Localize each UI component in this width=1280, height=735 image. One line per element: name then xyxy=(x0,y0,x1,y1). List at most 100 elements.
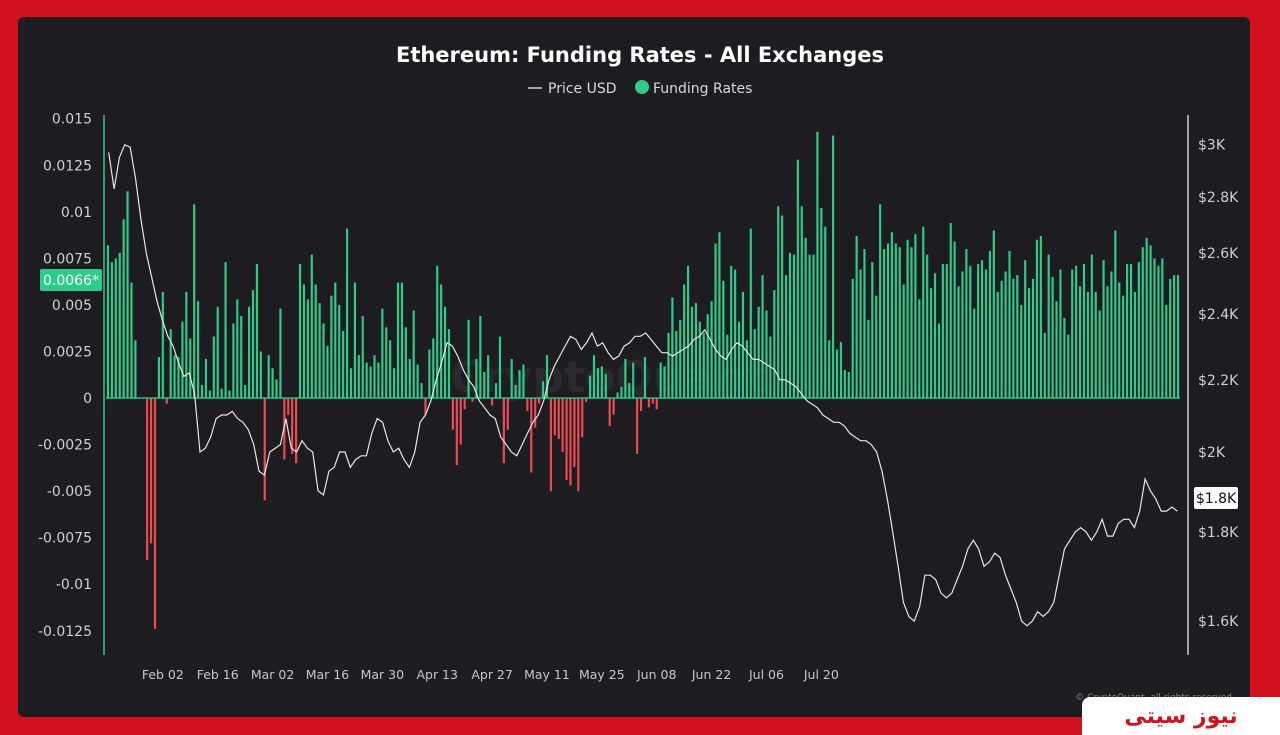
funding-rate-bar xyxy=(530,398,533,473)
funding-rate-bar xyxy=(506,398,509,430)
funding-rate-bar xyxy=(980,260,984,399)
funding-rate-bar xyxy=(338,304,341,399)
funding-rate-bar xyxy=(706,314,709,399)
legend-price-label[interactable]: Price USD xyxy=(548,81,617,97)
funding-rate-bar xyxy=(1020,304,1023,399)
funding-rate-bar xyxy=(949,223,952,399)
x-tick-label: May 11 xyxy=(524,667,570,682)
funding-rate-bar xyxy=(812,254,815,399)
funding-rate-bar xyxy=(110,262,113,399)
funding-rate-bar xyxy=(1145,237,1148,399)
funding-rate-bar xyxy=(882,249,886,399)
funding-rate-bar xyxy=(608,398,611,426)
left-tick-label: -0.01 xyxy=(56,577,92,593)
funding-rate-bar xyxy=(451,398,454,430)
legend[interactable]: Price USD Funding Rates xyxy=(528,80,752,97)
x-tick-label: Apr 13 xyxy=(416,667,458,682)
legend-funding-label[interactable]: Funding Rates xyxy=(653,81,752,97)
funding-rate-bar xyxy=(1000,280,1003,399)
funding-rate-bar xyxy=(800,206,803,399)
funding-rate-bar xyxy=(1173,275,1176,399)
right-tick-label: $2K xyxy=(1198,445,1226,461)
funding-rate-bar xyxy=(1043,332,1046,399)
funding-rate-bar xyxy=(902,284,905,399)
funding-rate-bar xyxy=(385,327,388,399)
funding-rate-bar xyxy=(655,398,658,410)
funding-rate-bar xyxy=(342,331,345,399)
x-tick-label: Mar 30 xyxy=(361,667,405,682)
funding-rate-bar xyxy=(710,301,713,399)
funding-rate-bar xyxy=(855,236,858,399)
funding-rate-bar xyxy=(804,237,807,399)
funding-rate-bar xyxy=(1039,236,1042,399)
funding-rate-bar xyxy=(933,273,937,399)
funding-rate-bar xyxy=(514,385,517,399)
funding-rate-bar xyxy=(224,262,227,399)
funding-rate-bar xyxy=(906,239,909,399)
funding-rate-bar xyxy=(816,131,819,399)
funding-rate-bar xyxy=(961,271,964,399)
funding-rate-bar xyxy=(463,398,466,410)
funding-rate-bar xyxy=(1055,301,1058,399)
funding-rate-bar xyxy=(773,290,776,399)
left-tick-label: -0.0025 xyxy=(38,438,92,454)
funding-rate-bar xyxy=(824,226,827,399)
funding-rate-bar xyxy=(659,362,662,399)
left-tick-label: 0.005 xyxy=(52,298,92,314)
funding-rate-bar xyxy=(761,275,764,399)
funding-rate-bar xyxy=(161,291,164,399)
funding-rate-bar xyxy=(255,263,258,399)
price-usd-line xyxy=(108,143,1178,627)
funding-rate-bar xyxy=(396,282,400,399)
funding-rate-bar xyxy=(592,355,596,399)
funding-rate-bar xyxy=(220,388,223,399)
funding-rate-bar xyxy=(349,368,353,399)
funding-rate-bar xyxy=(569,398,572,486)
x-tick-label: Jul 06 xyxy=(748,667,784,682)
funding-rate-bar xyxy=(177,357,180,399)
funding-rate-bar xyxy=(1071,269,1074,399)
funding-rate-bar xyxy=(1059,269,1062,399)
funding-rate-bar xyxy=(957,286,960,399)
funding-rate-bar xyxy=(577,398,580,492)
funding-rate-bar xyxy=(561,398,564,453)
funding-rate-bar xyxy=(1133,291,1137,399)
funding-rate-bar xyxy=(765,310,768,399)
funding-rate-bar xyxy=(945,263,948,399)
funding-rate-bar xyxy=(491,398,494,406)
funding-rate-bar xyxy=(930,288,933,399)
funding-rate-bar xyxy=(1075,265,1078,399)
funding-rate-bar xyxy=(416,364,419,399)
funding-rate-bar xyxy=(898,247,901,399)
funding-rate-bar xyxy=(326,345,329,399)
right-tick-label: $1.8K xyxy=(1198,525,1239,541)
funding-rate-bar xyxy=(573,398,576,467)
funding-rate-bar xyxy=(302,284,306,399)
funding-rate-bar xyxy=(522,364,525,399)
funding-rate-bar xyxy=(130,282,133,399)
funding-rate-bar xyxy=(200,385,204,399)
funding-rate-bar xyxy=(914,234,917,399)
funding-rate-bar xyxy=(894,243,897,399)
funding-rate-bar xyxy=(651,398,654,404)
funding-rate-bar xyxy=(247,306,251,399)
left-current-value-badge: 0.0066* xyxy=(40,269,102,291)
funding-rate-bar xyxy=(306,299,309,399)
funding-rate-bar xyxy=(1149,245,1152,399)
funding-rate-bar xyxy=(581,398,584,438)
funding-rate-bar xyxy=(428,349,431,399)
funding-rate-bar xyxy=(361,316,364,399)
funding-rate-bar xyxy=(1161,258,1164,399)
funding-rate-bar xyxy=(600,366,603,399)
left-tick-label: -0.0075 xyxy=(38,531,92,547)
brand-logo: نیوز سیتی xyxy=(1082,697,1280,735)
funding-rate-bar xyxy=(146,398,149,561)
right-tick-label: $2.8K xyxy=(1198,190,1239,206)
watermark: CryptoQuant xyxy=(450,352,766,403)
funding-rate-bar xyxy=(777,206,780,399)
funding-rate-bar xyxy=(612,398,615,415)
funding-rate-bar xyxy=(232,323,235,399)
funding-rate-bar xyxy=(330,295,333,399)
funding-rate-bar xyxy=(1078,286,1082,399)
funding-rate-bar xyxy=(228,390,231,399)
